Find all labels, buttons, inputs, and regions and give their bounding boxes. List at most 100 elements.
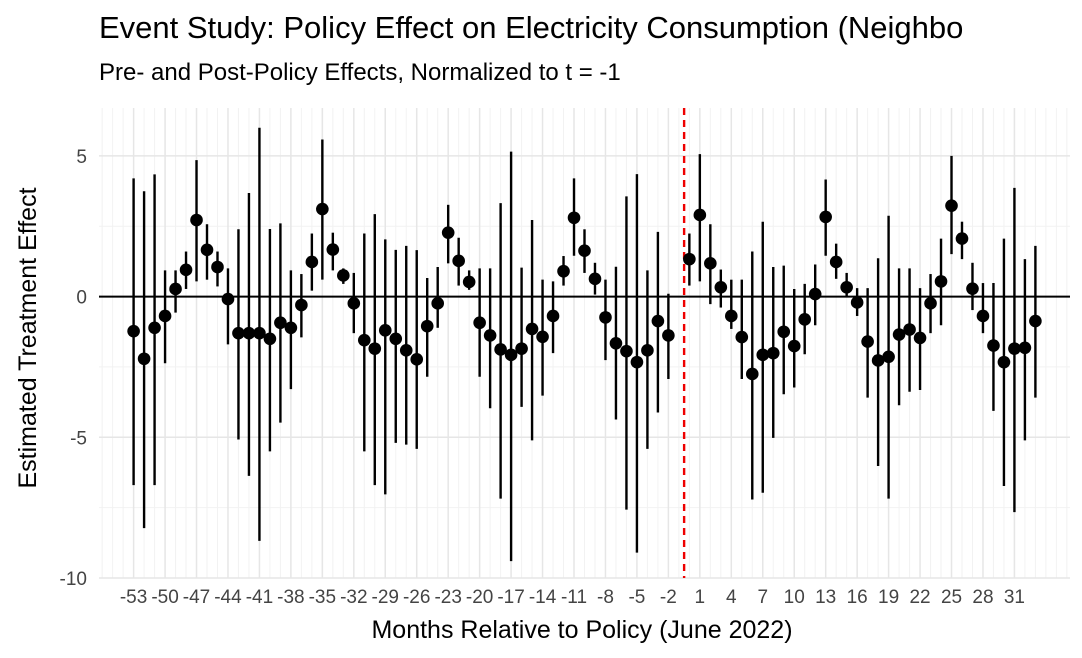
y-axis-ticks: -10 -5 0 5 (60, 147, 87, 590)
estimate-point (630, 355, 644, 369)
estimate-point (609, 336, 623, 350)
x-tick-label: 13 (815, 587, 836, 608)
x-tick-label: -35 (309, 587, 336, 608)
x-tick-label: -44 (214, 587, 242, 608)
x-tick-label: -50 (151, 587, 178, 608)
x-tick-label: 4 (726, 587, 737, 608)
x-tick-label: -41 (246, 587, 273, 608)
estimate-point (452, 254, 465, 268)
estimate-point (945, 199, 958, 212)
estimate-point (253, 326, 266, 340)
x-tick-label: -20 (466, 587, 493, 608)
estimate-point (683, 252, 696, 266)
y-tick-label: 0 (76, 288, 87, 309)
estimate-point (840, 280, 853, 294)
estimate-points (127, 199, 1042, 381)
estimate-point (368, 342, 382, 355)
estimate-point (735, 330, 749, 344)
estimate-point (557, 264, 570, 278)
estimate-point (578, 244, 591, 257)
estimate-point (766, 346, 780, 360)
estimate-point (892, 328, 906, 341)
estimate-point (662, 329, 675, 342)
x-tick-label: -2 (660, 587, 677, 608)
estimate-point (536, 330, 549, 344)
estimate-point (316, 202, 329, 216)
estimate-point (714, 280, 728, 294)
estimate-point (934, 275, 948, 288)
estimate-point (378, 324, 392, 337)
estimate-point (284, 321, 298, 335)
estimate-point (704, 257, 717, 270)
estimate-point (588, 272, 602, 286)
estimate-point (599, 311, 612, 324)
estimate-point (850, 296, 864, 309)
estimate-point (242, 326, 256, 340)
estimate-point (829, 255, 843, 269)
reference-lines (99, 108, 1070, 578)
x-tick-label: 7 (757, 587, 768, 608)
x-tick-label: -17 (497, 587, 524, 608)
estimate-point (137, 352, 151, 366)
estimate-point (190, 213, 203, 227)
x-axis-ticks: -53 -50 -47 -44 -41 -38 -35 -32 -29 -26 -23 -20 -17-… (120, 587, 1025, 608)
estimate-point (725, 309, 738, 323)
estimate-point (756, 348, 770, 362)
x-tick-label: -14 (529, 587, 557, 608)
estimate-point (976, 309, 990, 323)
estimate-point (179, 263, 193, 277)
x-tick-label: 22 (909, 587, 930, 608)
y-tick-label: -5 (70, 428, 87, 449)
x-tick-label: -23 (434, 587, 461, 608)
estimate-point (221, 292, 235, 306)
estimate-point (441, 226, 455, 239)
estimate-point (169, 282, 182, 296)
estimate-point (326, 243, 340, 256)
estimate-point (420, 319, 434, 333)
x-tick-label: -8 (597, 587, 614, 608)
estimate-point (1008, 342, 1021, 355)
estimate-point (1029, 314, 1042, 328)
estimate-point (997, 355, 1011, 369)
estimate-point (861, 335, 874, 348)
estimate-point (347, 297, 361, 310)
x-tick-label: -32 (340, 587, 367, 608)
x-tick-label: -26 (403, 587, 430, 608)
x-tick-label: -11 (561, 587, 587, 608)
estimate-point (641, 344, 654, 357)
y-tick-label: 5 (76, 147, 87, 168)
estimate-point (263, 332, 277, 346)
estimate-point (473, 316, 486, 330)
grid-minor (99, 108, 1070, 578)
estimate-point (295, 298, 308, 312)
estimate-point (127, 324, 140, 338)
estimate-point (924, 297, 937, 310)
estimate-point (693, 208, 707, 222)
estimate-point (232, 326, 245, 340)
x-tick-label: 25 (941, 587, 962, 608)
estimate-point (274, 316, 287, 330)
estimate-point (798, 313, 812, 326)
estimate-point (462, 275, 476, 289)
estimate-point (158, 309, 172, 323)
estimate-point (882, 350, 895, 364)
x-tick-label: -38 (277, 587, 304, 608)
estimate-point (410, 353, 424, 366)
estimate-point (494, 343, 507, 356)
estimate-point (399, 344, 413, 357)
estimate-point (955, 232, 969, 245)
estimate-point (211, 260, 224, 274)
chart-title: Event Study: Policy Effect on Electricit… (99, 10, 964, 45)
estimate-point (389, 332, 403, 346)
estimate-point (305, 255, 319, 269)
estimate-point (525, 322, 539, 336)
estimate-point (431, 297, 444, 310)
estimate-point (819, 210, 832, 224)
estimate-point (651, 314, 665, 328)
estimate-point (357, 333, 371, 347)
estimate-point (903, 323, 916, 336)
estimate-point (745, 367, 759, 381)
error-bars (132, 127, 1037, 562)
x-tick-label: 28 (972, 587, 993, 608)
